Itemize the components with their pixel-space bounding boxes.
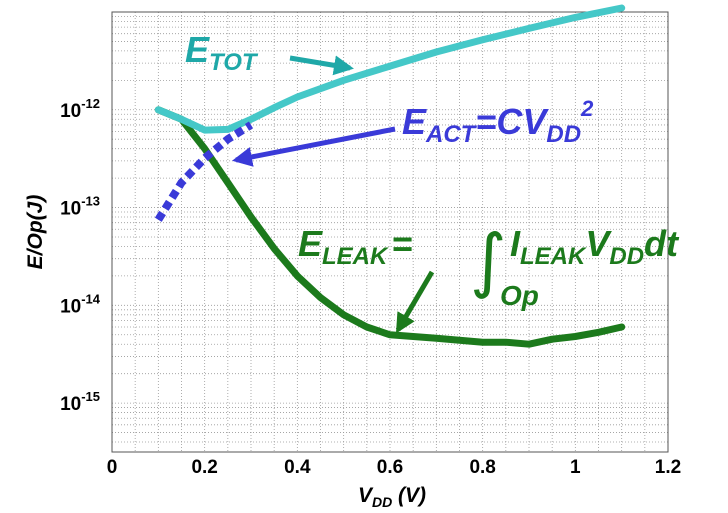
annotation-eleak-integrand: ILEAKVDDdt [510,223,680,270]
x-tick-label: 0.6 [377,457,403,478]
annotation-etot-arrow [289,55,354,76]
annotation-eleak-integral: ∫ [470,219,506,301]
y-tick-label: 10-15 [60,389,100,415]
y-tick-label: 10-13 [60,194,100,220]
y-axis-title: E/Op(J) [24,195,47,270]
annotation-eact: EACT=CVDD2 [402,96,594,148]
annotation-eleak: ELEAK = [298,223,412,270]
y-tick-label: 10-12 [60,96,100,122]
annotation-eact-arrow [232,126,396,167]
x-tick-labels: 0 0.2 0.4 0.6 0.8 1 1.2 [107,457,682,478]
x-tick-label: 1 [570,457,581,478]
x-tick-label: 0.4 [284,457,311,478]
series-layer [154,4,626,348]
y-tick-labels: 10-12 10-13 10-14 10-15 [60,96,101,415]
x-tick-label: 1.2 [655,457,681,478]
y-tick-label: 10-14 [60,291,101,317]
series-line-e-leak [154,106,626,348]
x-tick-label: 0 [107,457,118,478]
annotation-eleak-limit: Op [500,280,539,311]
x-tick-label: 0.8 [469,457,495,478]
annotation-eleak-arrow [395,270,435,334]
plot-frame [111,11,669,453]
series-line-e-tot [154,4,626,134]
x-axis-title: VDD (V) [358,484,426,510]
series-line-e-act-cv-dd-2 [154,121,254,222]
annotation-etot: ETOT [185,29,259,76]
x-tick-label: 0.2 [191,457,217,478]
